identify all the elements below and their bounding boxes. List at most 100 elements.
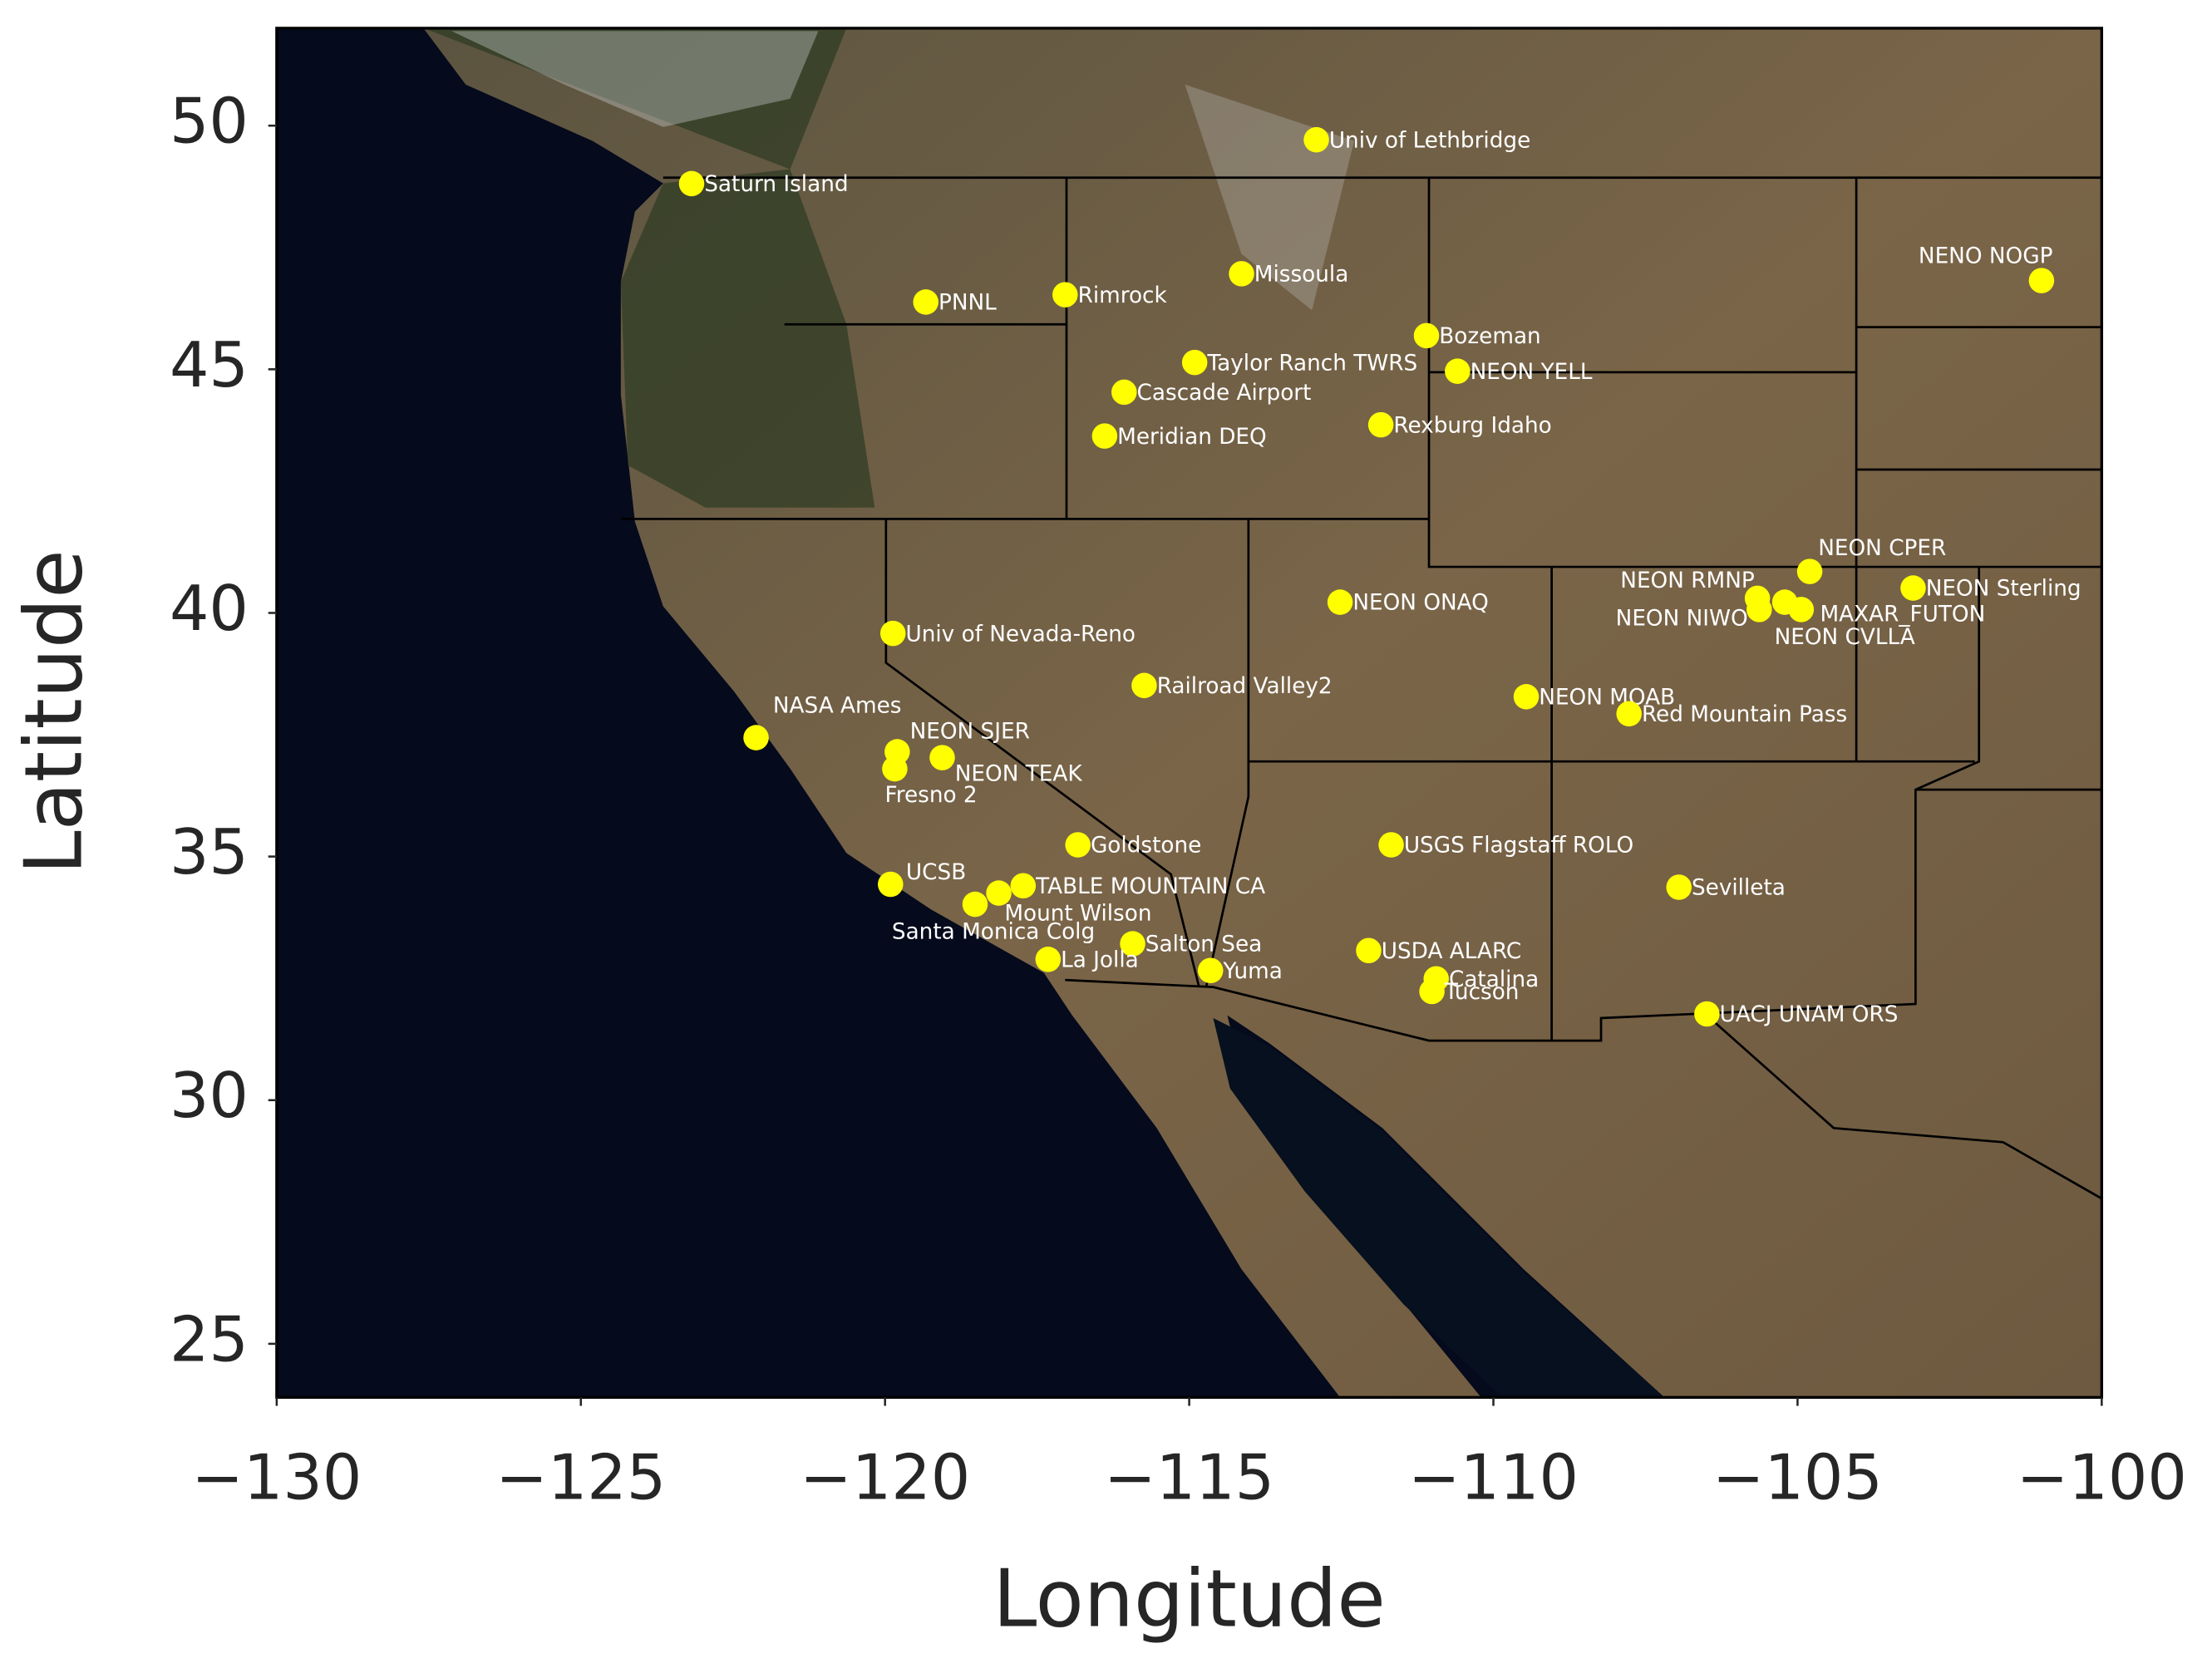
site-label: NEON CPER <box>1818 536 1946 561</box>
y-tick-label: 25 <box>170 1303 249 1375</box>
site-label: NEON TEAK <box>955 761 1083 786</box>
site-marker <box>1065 832 1091 858</box>
site-label: Sevilleta <box>1692 876 1786 901</box>
site-label: MAXAR_FUTON <box>1820 602 1985 627</box>
x-tick-label: −110 <box>1408 1442 1579 1514</box>
site-marker <box>1900 575 1926 601</box>
site-marker <box>1181 349 1208 376</box>
y-tick-label: 40 <box>170 573 249 645</box>
site-marker <box>1229 261 1254 287</box>
site-label: Salton Sea <box>1145 932 1262 957</box>
site-marker <box>1120 931 1145 957</box>
site-label: NASA Ames <box>773 694 902 719</box>
site-label: NEON Sterling <box>1926 577 2081 602</box>
borders <box>620 176 2102 1200</box>
site-label: Meridian DEQ <box>1117 425 1267 450</box>
site-marker <box>1035 947 1062 972</box>
site-marker <box>1327 589 1353 615</box>
site-marker <box>743 725 769 750</box>
site-marker <box>2028 268 2055 293</box>
site-marker <box>1694 1001 1720 1027</box>
site-label: Cascade Airport <box>1137 381 1312 406</box>
site-marker <box>986 880 1012 906</box>
site-label: NEON ONAQ <box>1352 591 1489 616</box>
site-marker <box>1413 322 1440 349</box>
site-label: Red Mountain Pass <box>1642 702 1847 727</box>
site-label: NEON MOAB <box>1539 686 1675 711</box>
site-marker <box>882 755 908 782</box>
site-label: Mount Wilson <box>1004 902 1151 927</box>
site-label: Tucson <box>1444 980 1520 1005</box>
site-label: Bozeman <box>1439 324 1540 349</box>
y-axis-title: Latitude <box>8 549 100 874</box>
site-marker <box>1356 937 1382 964</box>
site-marker <box>1616 701 1642 727</box>
site-marker <box>878 871 904 898</box>
site-marker <box>1131 672 1157 699</box>
site-marker <box>1746 597 1772 622</box>
site-marker <box>1796 559 1823 584</box>
x-tick-label: −105 <box>1712 1442 1883 1514</box>
site-label: Missoula <box>1254 263 1349 288</box>
x-tick-label: −130 <box>191 1442 362 1514</box>
site-label: NEON RMNP <box>1620 568 1754 593</box>
site-marker <box>1513 684 1540 710</box>
site-label: NEON YELL <box>1471 360 1593 385</box>
site-label: USGS Flagstaff ROLO <box>1404 834 1633 859</box>
site-marker <box>962 891 988 918</box>
site-marker <box>1111 379 1137 406</box>
site-label: NEON SJER <box>910 719 1030 744</box>
site-label: Univ of Nevada-Reno <box>905 622 1136 647</box>
y-tick-label: 45 <box>170 329 249 401</box>
site-marker <box>1367 411 1394 438</box>
site-label: Rexburg Idaho <box>1393 413 1551 438</box>
site-label: La Jolla <box>1061 948 1139 973</box>
gulf <box>1213 1017 1665 1398</box>
site-label: Yuma <box>1222 959 1282 984</box>
site-marker <box>879 620 906 647</box>
x-tick-label: −120 <box>800 1442 970 1514</box>
site-label: Fresno 2 <box>885 783 978 808</box>
site-label: Rimrock <box>1078 283 1168 308</box>
forest <box>423 27 875 508</box>
site-marker <box>913 289 938 315</box>
site-label: Univ of Lethbridge <box>1329 128 1530 153</box>
site-marker <box>1052 282 1078 308</box>
site-label: Railroad Valley2 <box>1157 674 1333 699</box>
site-marker <box>678 170 705 197</box>
site-label: Santa Monica Colg <box>892 919 1095 944</box>
x-tick-label: −115 <box>1104 1442 1274 1514</box>
map-background <box>276 27 2102 1398</box>
site-marker <box>1197 957 1224 984</box>
site-label: NENO NOGP <box>1919 244 2053 268</box>
site-label: UACJ UNAM ORS <box>1720 1002 1899 1027</box>
site-marker <box>929 745 955 770</box>
site-label: Saturn Island <box>704 172 848 197</box>
y-tick-label: 30 <box>170 1060 249 1132</box>
site-label: Taylor Ranch TWRS <box>1206 351 1417 376</box>
site-label: NEON CVLLA <box>1775 625 1915 650</box>
site-label: USDA ALARC <box>1382 939 1522 964</box>
site-label: Catalina <box>1449 967 1539 992</box>
y-tick-label: 50 <box>170 86 249 158</box>
site-label: NEON NIWO <box>1616 607 1748 632</box>
x-tick-label: −100 <box>2017 1442 2187 1514</box>
site-marker <box>1788 597 1815 622</box>
site-marker <box>1010 873 1037 899</box>
site-marker <box>1091 423 1118 449</box>
site-marker <box>1303 126 1329 153</box>
site-label: PNNL <box>938 291 997 316</box>
x-axis-title: Longitude <box>993 1554 1386 1646</box>
site-marker <box>1419 978 1445 1005</box>
site-marker <box>1378 832 1404 858</box>
x-tick-label: −125 <box>495 1442 666 1514</box>
snow <box>451 31 819 127</box>
y-tick-label: 35 <box>170 816 249 888</box>
site-marker <box>1666 874 1692 900</box>
site-label: UCSB <box>906 860 966 885</box>
site-marker <box>1445 358 1471 384</box>
site-label: TABLE MOUNTAIN CA <box>1035 874 1265 899</box>
site-label: Goldstone <box>1091 834 1201 859</box>
